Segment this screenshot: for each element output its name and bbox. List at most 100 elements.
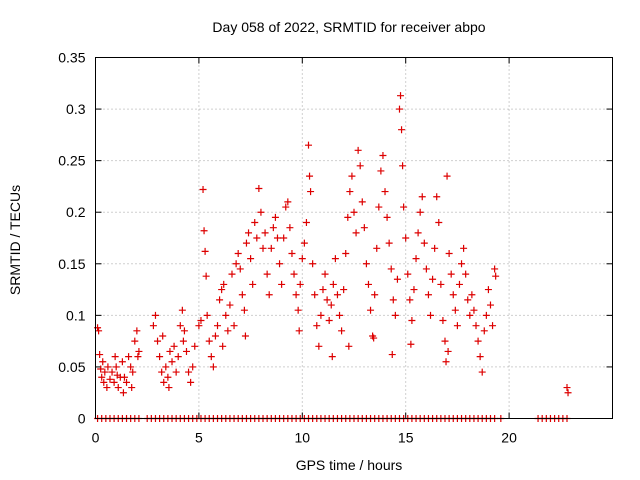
data-point (329, 280, 337, 288)
data-point (455, 280, 463, 288)
data-point (371, 291, 379, 299)
data-point (168, 358, 176, 366)
data-point (133, 327, 141, 335)
data-point (391, 311, 399, 319)
data-point (387, 265, 395, 273)
y-tick-label: 0.25 (58, 153, 85, 169)
data-point (182, 347, 190, 355)
data-point (395, 105, 403, 113)
data-point (241, 332, 249, 340)
data-point (410, 286, 418, 294)
data-point (427, 311, 435, 319)
data-point (441, 337, 449, 345)
data-point (460, 244, 468, 252)
data-point (180, 327, 188, 335)
data-point (389, 296, 397, 304)
y-tick-label: 0 (78, 411, 86, 427)
data-point (489, 322, 497, 330)
data-point (242, 239, 250, 247)
data-point (95, 327, 103, 335)
data-point (348, 172, 356, 180)
data-point (232, 260, 240, 268)
data-point (474, 337, 482, 345)
data-point (385, 239, 393, 247)
data-point (400, 203, 408, 211)
data-point (377, 167, 385, 175)
data-point (104, 363, 112, 371)
data-point (344, 213, 352, 221)
data-point (323, 296, 331, 304)
data-point (451, 306, 459, 314)
grid-lines (95, 57, 613, 419)
data-points (94, 92, 572, 422)
data-point (106, 375, 114, 383)
data-point (340, 286, 348, 294)
data-point (127, 363, 135, 371)
data-point (418, 193, 426, 201)
data-point (123, 378, 131, 386)
data-point (342, 249, 350, 257)
axis-ticks: 0 0.05 0.1 0.15 0.2 0.25 0.3 0.35 0 5 10 15 20 (58, 50, 613, 446)
data-point (466, 311, 474, 319)
y-tick-label: 0.2 (66, 204, 86, 220)
data-point (101, 368, 109, 376)
data-point (253, 234, 261, 242)
data-point (478, 368, 486, 376)
data-point (429, 275, 437, 283)
data-point (476, 353, 484, 361)
data-point (282, 203, 290, 211)
data-point (433, 193, 441, 201)
data-point (108, 368, 116, 376)
data-point (307, 188, 315, 196)
data-point (437, 280, 445, 288)
data-point (295, 327, 303, 335)
data-point (402, 234, 410, 242)
data-point (317, 311, 325, 319)
data-point (462, 270, 470, 278)
data-point (203, 311, 211, 319)
data-point (154, 337, 162, 345)
data-point (370, 334, 378, 342)
data-point (296, 280, 304, 288)
data-point (435, 219, 443, 227)
data-point (468, 291, 476, 299)
data-point (375, 203, 383, 211)
data-point (484, 286, 492, 294)
x-tick-label: 15 (398, 430, 414, 446)
data-point (273, 234, 281, 242)
data-point (360, 224, 368, 232)
data-point (185, 368, 193, 376)
data-point (129, 368, 137, 376)
data-point (200, 227, 208, 235)
data-point (443, 172, 451, 180)
data-point (412, 255, 420, 263)
data-point (158, 368, 166, 376)
data-point (261, 229, 269, 237)
data-point (356, 162, 364, 170)
data-point (442, 358, 450, 366)
data-point (464, 296, 472, 304)
data-point (447, 270, 455, 278)
data-point (444, 347, 452, 355)
data-point (315, 342, 323, 350)
data-point (172, 368, 180, 376)
data-point (420, 239, 428, 247)
data-point (563, 384, 571, 392)
data-point (486, 301, 494, 309)
data-point (207, 353, 215, 361)
data-point (226, 301, 234, 309)
data-point (422, 265, 430, 273)
data-point (404, 270, 412, 278)
data-point (114, 384, 122, 392)
data-point (352, 229, 360, 237)
data-point (492, 272, 500, 280)
data-point (290, 270, 298, 278)
data-point (449, 291, 457, 299)
data-point (96, 351, 104, 359)
data-point (134, 353, 142, 361)
data-point (219, 342, 227, 350)
data-point (97, 365, 105, 373)
data-point (414, 229, 422, 237)
data-point (416, 208, 424, 216)
data-point (195, 322, 203, 330)
